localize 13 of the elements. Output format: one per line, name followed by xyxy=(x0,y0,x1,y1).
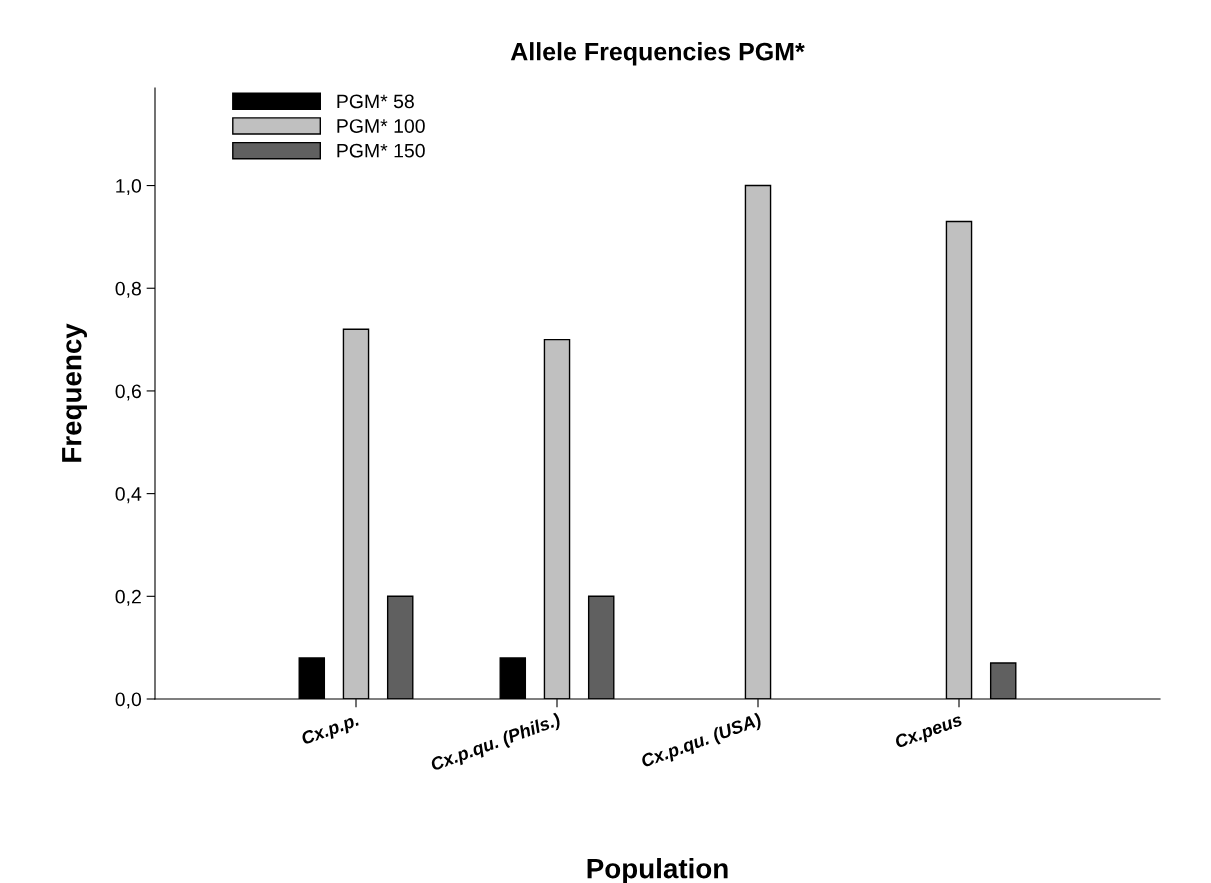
y-tick-label: 0,2 xyxy=(115,589,141,606)
legend-label: PGM* 100 xyxy=(337,119,425,133)
y-tick-label: 0,4 xyxy=(115,487,142,504)
legend-label: PGM* 58 xyxy=(337,94,414,109)
y-tick-label: 0,6 xyxy=(115,384,141,401)
chart-title: Allele Frequencies PGM* xyxy=(510,42,805,66)
y-tick-label: 1,0 xyxy=(116,179,142,196)
x-tick-label: Cx.p.p. xyxy=(300,713,361,749)
y-tick-label: 0,8 xyxy=(115,281,141,298)
x-axis-title: Population xyxy=(587,858,728,883)
y-tick-label: 0,0 xyxy=(115,692,142,709)
y-axis-title: Frequency xyxy=(62,323,87,462)
legend-label: PGM* 150 xyxy=(337,143,425,158)
